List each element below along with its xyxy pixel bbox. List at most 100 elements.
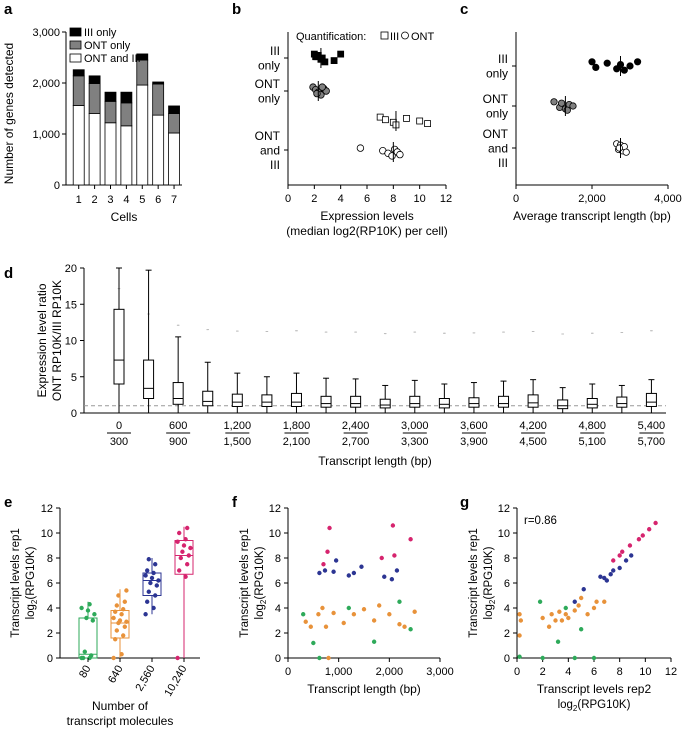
b-point-ont-and-iii xyxy=(416,117,424,125)
c-point-iii-only xyxy=(588,58,596,66)
f-point-green xyxy=(397,599,402,604)
d-outlier xyxy=(561,333,563,335)
c-point-ont-and-iii xyxy=(615,144,623,152)
g-point-magenta xyxy=(611,558,616,563)
d-outlier xyxy=(384,333,386,335)
e-point-10,240 xyxy=(175,655,180,661)
a-bar-ont-only-2 xyxy=(88,83,101,115)
c-x-tick-label: 2,000 xyxy=(578,193,606,205)
f-point-green xyxy=(346,605,351,611)
e-point-80 xyxy=(84,615,89,621)
e-point-640 xyxy=(119,652,124,657)
b-x-tick-label: 12 xyxy=(440,193,452,205)
e-point-640 xyxy=(121,633,126,638)
e-point-80 xyxy=(85,608,91,613)
f-point-orange xyxy=(308,624,313,629)
a-bar-ont-only-4 xyxy=(120,102,133,127)
f-point-orange xyxy=(412,609,417,614)
d-outlier xyxy=(354,331,356,333)
c-point-ont-only xyxy=(569,102,577,110)
e-point-2,560 xyxy=(149,575,155,581)
f-point-blue xyxy=(382,574,387,579)
e-y-tick-label: 2 xyxy=(47,628,53,640)
f-point-green xyxy=(371,639,377,644)
d-box-15 xyxy=(557,399,569,410)
f-x-tick-label: 3,000 xyxy=(426,666,454,678)
g-x-axis-title-2: log2(RPG10K) xyxy=(558,699,631,713)
a-bar-ont-only-3 xyxy=(104,100,117,124)
b-category-label: III xyxy=(270,158,280,172)
panel-letter-f: f xyxy=(232,494,238,511)
g-point-orange xyxy=(594,599,599,604)
e-point-640 xyxy=(111,615,116,621)
a-legend-swatch-2 xyxy=(69,53,82,63)
d-y-tick-label: 0 xyxy=(71,408,77,420)
g-point-blue xyxy=(611,568,616,573)
e-y-tick-label: 8 xyxy=(47,553,53,565)
e-x-tick-label: 80 xyxy=(77,664,94,681)
d-outlier xyxy=(324,331,326,333)
g-point-orange xyxy=(576,603,581,608)
b-x-tick-label: 10 xyxy=(414,193,426,205)
d-box-3 xyxy=(202,390,214,407)
e-point-2,560 xyxy=(151,605,156,611)
g-x-tick-label: 8 xyxy=(617,666,623,678)
a-x-tick-label: 3 xyxy=(107,194,113,206)
f-point-orange xyxy=(331,610,336,616)
d-y-tick-label: 15 xyxy=(65,299,77,311)
panel-letter-c: c xyxy=(460,1,468,18)
b-legend-title: Quantification: xyxy=(296,31,366,43)
f-point-blue xyxy=(333,558,339,563)
c-category-label: only xyxy=(486,107,508,121)
d-box-18 xyxy=(645,392,657,407)
g-x-tick-label: 2 xyxy=(540,666,546,678)
g-point-orange xyxy=(517,633,522,638)
d-box-5 xyxy=(261,394,273,407)
g-point-green xyxy=(517,654,522,659)
b-x-tick-label: 8 xyxy=(390,193,396,205)
e-x-axis-title: Number of xyxy=(92,699,149,713)
g-point-green xyxy=(591,655,597,661)
d-outlier xyxy=(265,330,267,332)
g-point-orange xyxy=(602,599,607,604)
a-x-axis-title: Cells xyxy=(111,210,138,224)
f-point-blue xyxy=(322,568,328,573)
d-y-axis-title: Expression level ratio xyxy=(35,283,49,397)
e-point-10,240 xyxy=(185,525,190,531)
g-x-axis-title: Transcript levels rep2 xyxy=(537,682,652,696)
a-legend-label-2: ONT and III xyxy=(84,53,141,65)
f-point-magenta xyxy=(390,523,396,528)
e-point-2,560 xyxy=(146,557,151,562)
c-x-axis-title: Average transcript length (bp) xyxy=(513,209,671,223)
d-x-tick-label-top: 4,200 xyxy=(519,420,547,432)
d-outlier xyxy=(503,331,505,333)
d-box-2 xyxy=(172,382,184,405)
f-y-tick-label: 0 xyxy=(275,653,281,665)
g-point-orange xyxy=(591,605,597,611)
g-point-orange xyxy=(585,612,590,617)
e-point-10,240 xyxy=(183,537,188,542)
d-x-tick-label-bottom: 5,700 xyxy=(638,436,666,448)
a-legend-swatch-1 xyxy=(69,40,82,50)
e-y-tick-label: 0 xyxy=(47,653,53,665)
d-outlier xyxy=(117,288,119,290)
d-outlier xyxy=(474,332,476,334)
f-y-tick-label: 4 xyxy=(275,603,281,615)
a-bar-ont-and-iii-5 xyxy=(136,84,149,186)
e-point-10,240 xyxy=(175,539,180,544)
d-outlier xyxy=(533,330,535,332)
d-outlier xyxy=(206,329,208,331)
b-x-tick-label: 6 xyxy=(364,193,370,205)
e-point-2,560 xyxy=(143,612,148,617)
f-x-axis-title: Transcript length (bp) xyxy=(307,682,421,696)
f-x-tick-label: 2,000 xyxy=(376,666,404,678)
d-outlier xyxy=(532,330,534,332)
e-y-tick-label: 4 xyxy=(47,603,53,615)
c-category-label: ONT xyxy=(483,92,509,106)
d-outlier xyxy=(415,331,417,333)
d-x-tick-label-bottom: 2,700 xyxy=(342,436,370,448)
e-box-80 xyxy=(78,617,98,659)
a-x-tick-label: 7 xyxy=(171,194,177,206)
d-outlier xyxy=(266,330,268,332)
